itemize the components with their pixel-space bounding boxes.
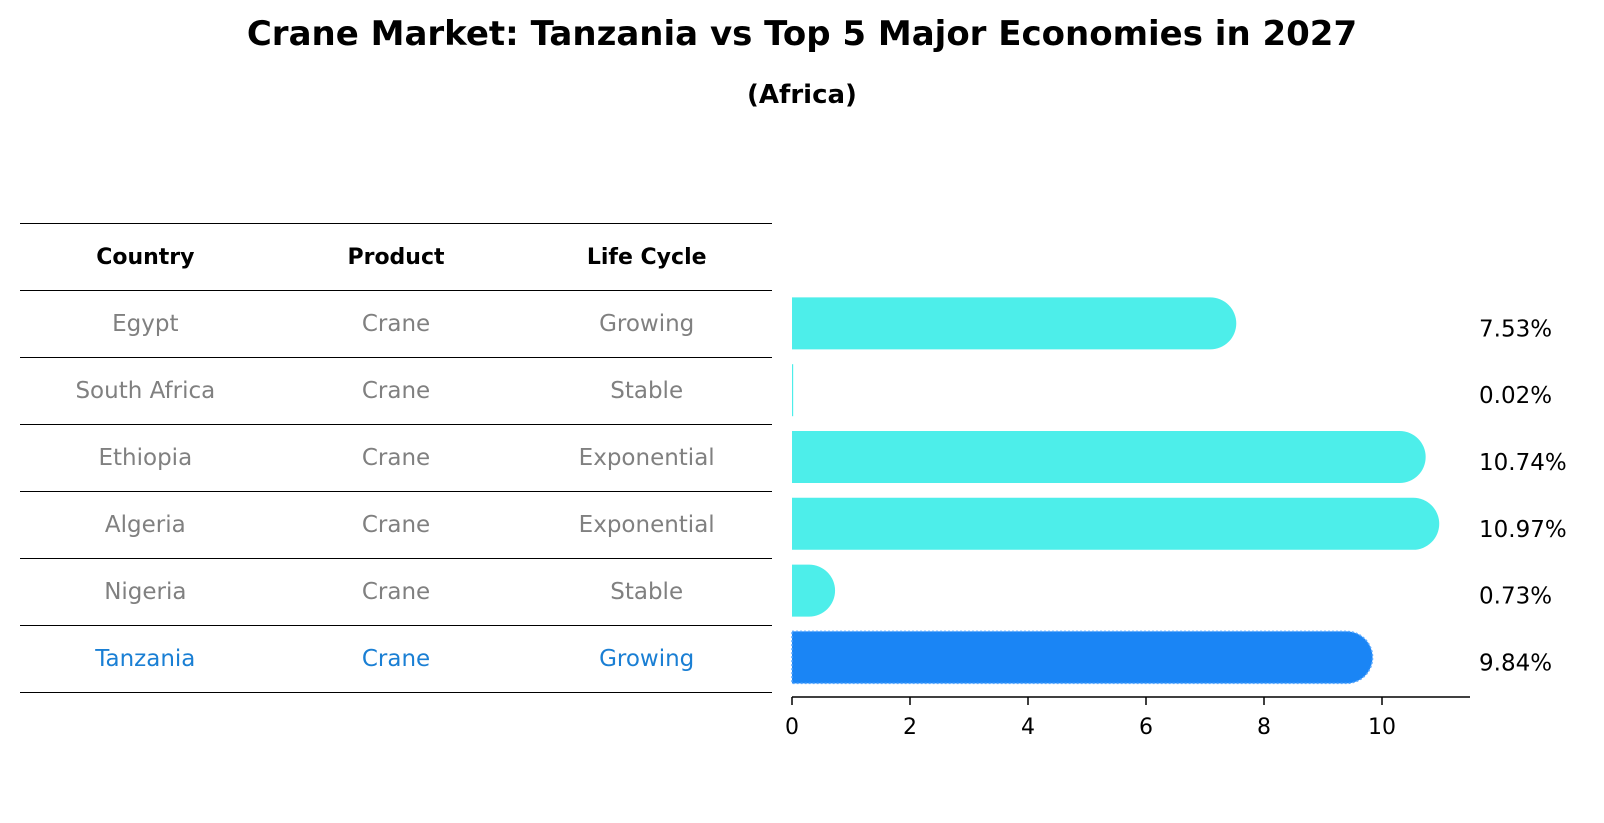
table-cell-life-cycle: Stable [610, 378, 684, 404]
table-cell-life-cycle: Exponential [578, 445, 715, 471]
table-cell-country: Algeria [104, 512, 186, 538]
x-tick-label: 6 [1139, 715, 1153, 740]
x-tick-label: 8 [1257, 715, 1271, 740]
country-table: Country Product Life Cycle Egypt Crane G… [20, 223, 772, 693]
bar-value-label: 10.97% [1479, 517, 1567, 543]
table-cell-product: Crane [361, 646, 431, 672]
x-tick-label: 0 [785, 715, 799, 740]
table-cell-country: Tanzania [95, 646, 196, 672]
table-cell-country: Nigeria [104, 579, 187, 605]
table-cell-country: Egypt [112, 311, 179, 337]
bar-south-africa [792, 364, 794, 417]
table-cell-product: Crane [361, 579, 431, 605]
column-header-life-cycle: Life Cycle [586, 244, 707, 270]
column-header-country: Country [96, 244, 195, 270]
table-cell-life-cycle: Growing [599, 311, 695, 337]
x-tick-label: 4 [1021, 715, 1035, 740]
table-cell-country: South Africa [75, 378, 216, 404]
table-header-row: Country Product Life Cycle [20, 224, 772, 291]
bar-nigeria [792, 564, 836, 617]
bar-value-label: 9.84% [1479, 650, 1552, 676]
table-cell-product: Crane [361, 445, 431, 471]
table-row: Algeria Crane Exponential [20, 492, 772, 559]
bar-ethiopia [792, 431, 1426, 483]
table-cell-product: Crane [361, 378, 431, 404]
bar-value-label: 7.53% [1479, 316, 1552, 342]
table-row: Ethiopia Crane Exponential [20, 425, 772, 492]
bar-value-label: 0.02% [1479, 383, 1552, 409]
chart-title: Crane Market: Tanzania vs Top 5 Major Ec… [246, 14, 1358, 54]
table-cell-product: Crane [361, 512, 431, 538]
chart-subtitle: (Africa) [747, 80, 857, 110]
table-cell-product: Crane [361, 311, 431, 337]
column-header-product: Product [347, 244, 445, 270]
table-row-highlighted: Tanzania Crane Growing [20, 626, 772, 693]
bar-value-label: 0.73% [1479, 584, 1552, 610]
table-row: South Africa Crane Stable [20, 358, 772, 425]
table-cell-country: Ethiopia [98, 445, 193, 471]
bar-egypt [792, 297, 1237, 350]
table-cell-life-cycle: Growing [599, 646, 695, 672]
table-cell-life-cycle: Exponential [578, 512, 715, 538]
x-tick-label: 10 [1368, 715, 1396, 740]
bar-algeria [792, 497, 1440, 550]
bar-value-label: 10.74% [1479, 450, 1567, 476]
table-row: Nigeria Crane Stable [20, 559, 772, 626]
table-row: Egypt Crane Growing [20, 291, 772, 358]
bar-tanzania [791, 630, 1374, 685]
table-cell-life-cycle: Stable [610, 579, 684, 605]
x-tick-label: 2 [903, 715, 917, 740]
